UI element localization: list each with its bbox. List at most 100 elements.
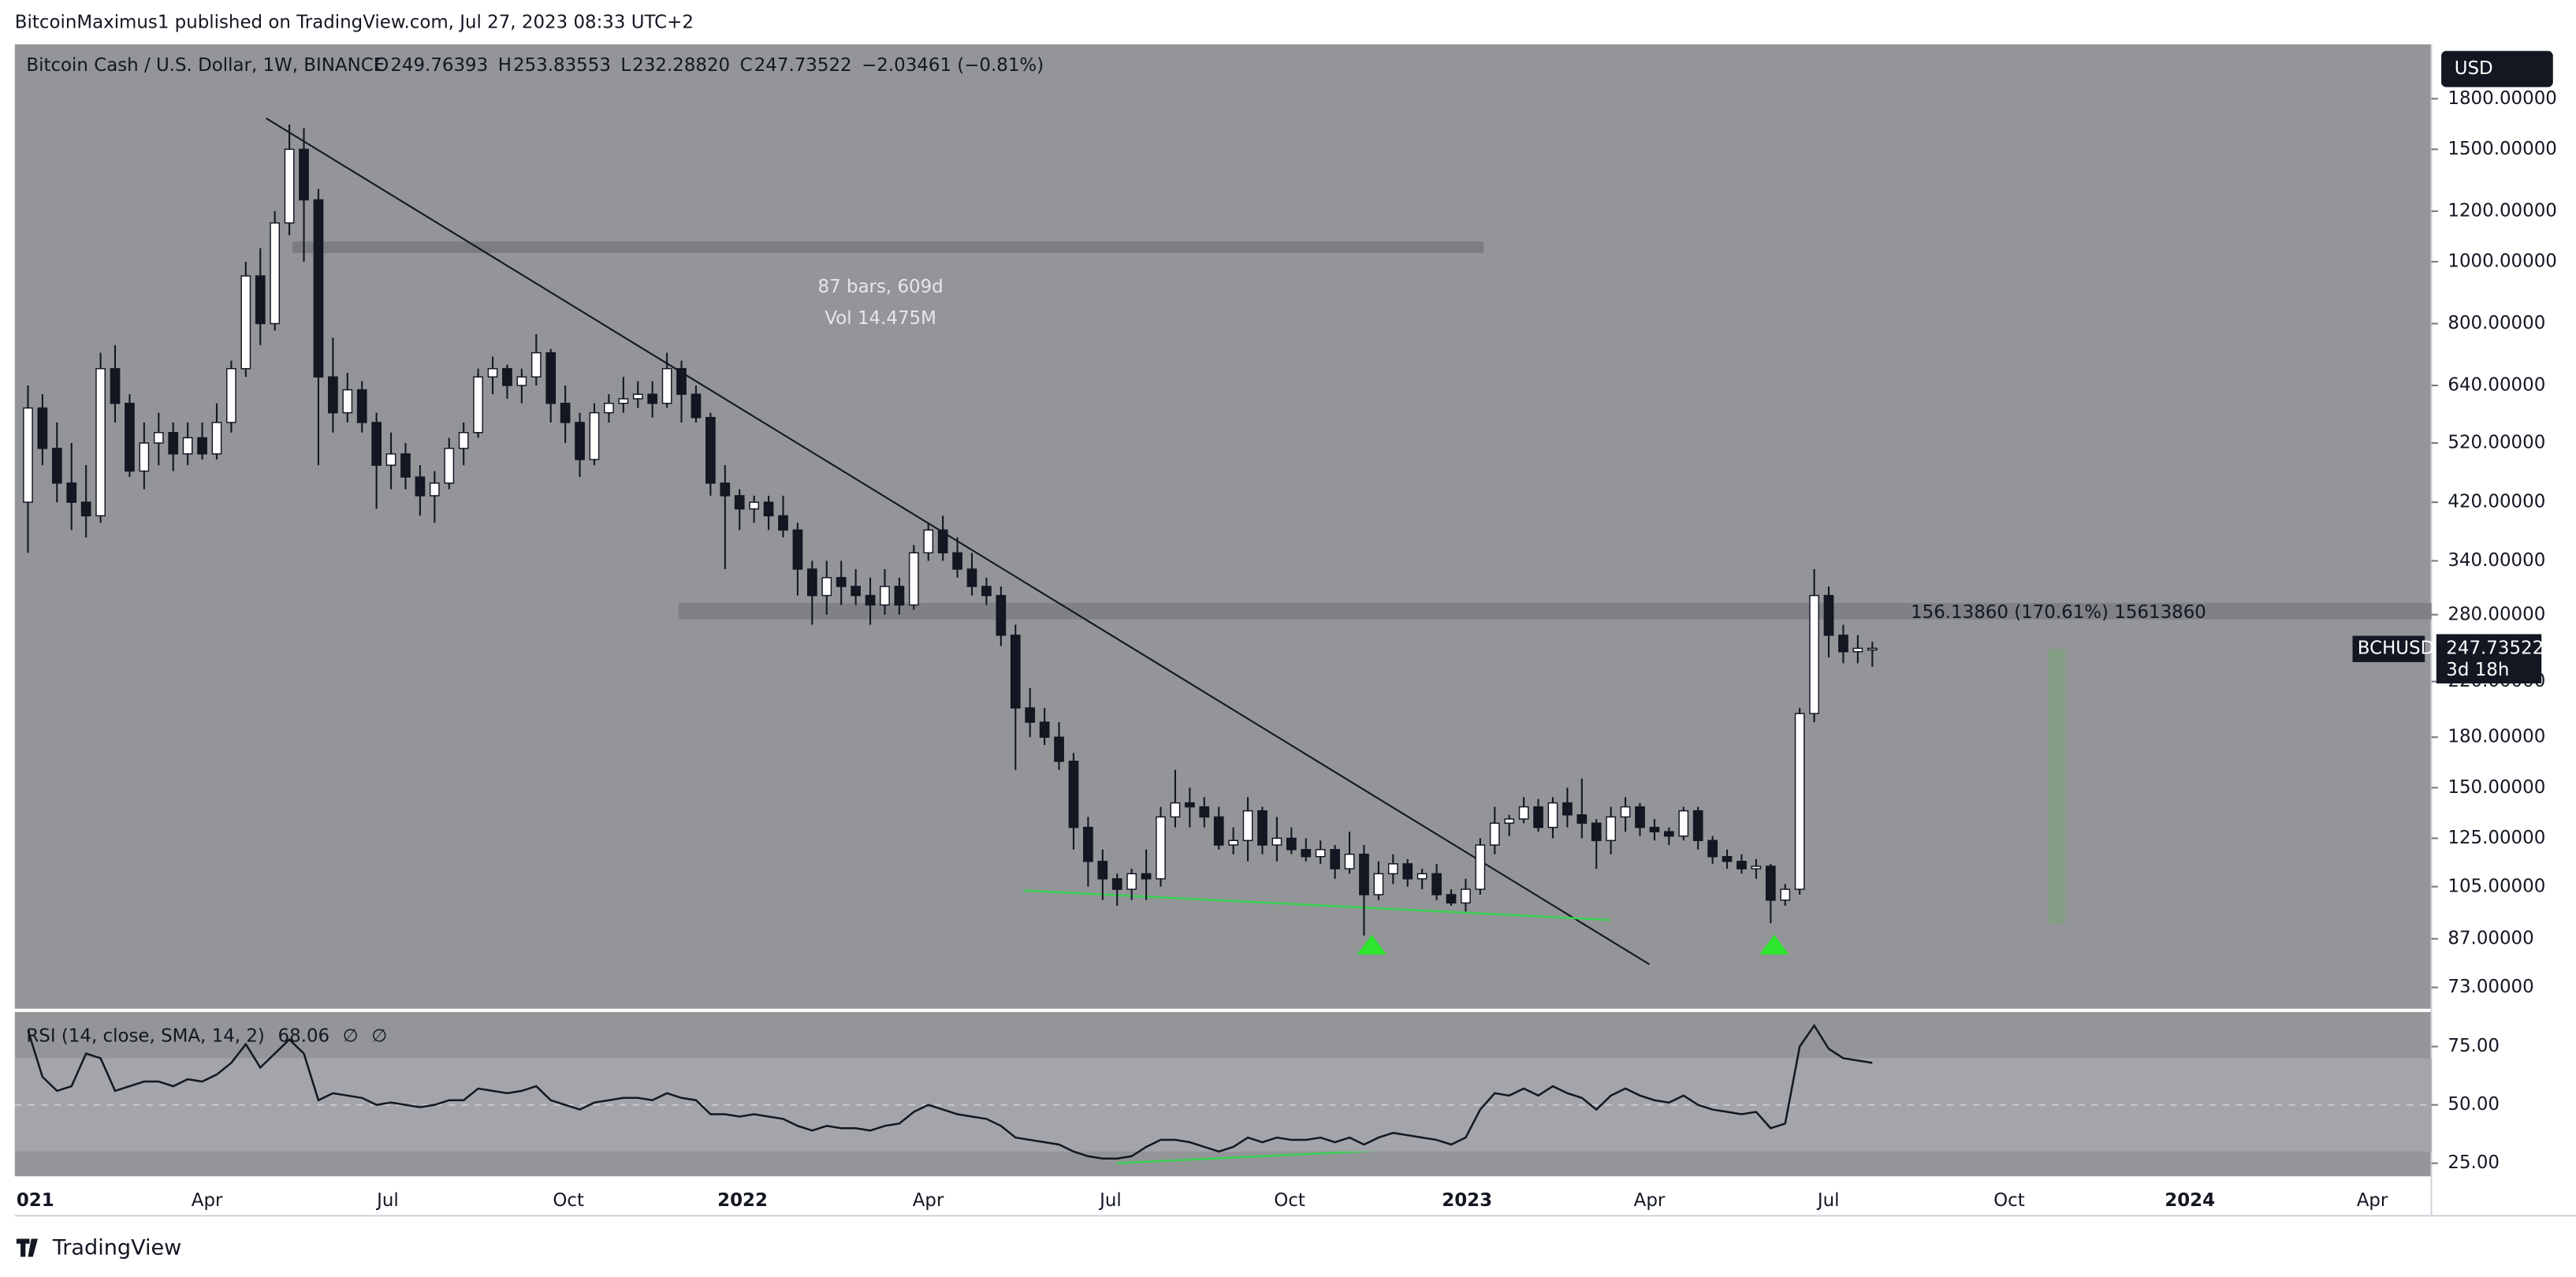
candle-body <box>1431 873 1442 895</box>
x-tick-label: Apr <box>2357 1190 2388 1211</box>
ohlc-label: L <box>620 55 631 76</box>
candle-body <box>473 376 483 434</box>
currency-label[interactable]: USD <box>2455 58 2493 79</box>
candle-body <box>1794 713 1805 890</box>
candle-body <box>1025 707 1036 723</box>
y-tick-label: 105.00000 <box>2448 876 2545 896</box>
candle-body <box>1461 888 1471 904</box>
candle-body <box>604 402 614 414</box>
candle-body <box>429 482 440 497</box>
candle-body <box>197 437 207 455</box>
rsi-title: RSI (14, close, SMA, 14, 2) <box>26 1026 264 1047</box>
candle-body <box>1387 863 1398 875</box>
footer-logo: TradingView <box>52 1235 182 1260</box>
candle-body <box>516 376 527 386</box>
candle-body <box>415 476 426 497</box>
candle-body <box>23 407 33 503</box>
candle-body <box>371 422 382 466</box>
candle-body <box>299 148 309 201</box>
y-tick-label: 420.00000 <box>2448 492 2545 512</box>
candle-body <box>226 367 236 423</box>
candle-body <box>1823 594 1834 636</box>
candle-body <box>792 529 803 570</box>
candle-body <box>1330 849 1340 869</box>
support-line <box>1023 889 1610 921</box>
y-tick-label: 125.00000 <box>2448 828 2545 848</box>
y-tick-label: 25.00 <box>2448 1152 2500 1173</box>
candle-body <box>1213 816 1224 846</box>
candle-body <box>1489 822 1500 846</box>
candle-body <box>356 389 367 423</box>
candle-body <box>966 568 977 587</box>
candle-body <box>1271 837 1282 846</box>
candle-body <box>589 411 600 460</box>
candle-body <box>996 594 1007 636</box>
candle-body <box>1141 873 1152 880</box>
marks: 1800.00000 1500.00000 1200.00000 1000.00000… <box>14 88 2557 1211</box>
x-tick-label: Jul <box>375 1190 399 1211</box>
y-tick-label: 1800.00000 <box>2448 88 2556 109</box>
candle-body <box>1620 806 1631 818</box>
candle-body <box>1547 802 1558 828</box>
candle-body <box>1068 761 1079 828</box>
candle-body <box>270 222 281 325</box>
candle-body <box>1083 826 1093 862</box>
candle-body <box>691 393 702 419</box>
candle-body <box>937 529 948 554</box>
candle-body <box>1257 810 1268 846</box>
candle-body <box>1359 853 1369 895</box>
candle-body <box>632 393 643 400</box>
candle-body <box>530 352 542 378</box>
candle-body <box>647 393 658 404</box>
candle-body <box>1562 802 1573 816</box>
ohlc-label: H <box>498 55 512 76</box>
candle-body <box>37 407 48 449</box>
candle-body <box>749 501 760 510</box>
candle-body <box>1402 863 1413 880</box>
candle-body <box>821 577 832 597</box>
y-tick-label: 150.00000 <box>2448 777 2545 798</box>
logo-icon <box>16 1238 38 1257</box>
candle-body <box>575 422 585 460</box>
candle-body <box>1765 866 1776 901</box>
symbol-tag <box>2352 635 2425 662</box>
candle-body <box>778 515 788 531</box>
candle-body <box>502 367 512 386</box>
candle-body <box>618 398 629 404</box>
x-tick-label: 021 <box>17 1190 54 1211</box>
resistance-zone <box>678 602 2432 620</box>
ohlc-value: 253.83553 <box>513 55 611 76</box>
candle-body <box>400 453 411 478</box>
y-tick-label: 1200.00000 <box>2448 200 2556 221</box>
candle-body <box>1344 853 1355 869</box>
ohlc-change: −2.03461 (−0.81%) <box>862 55 1044 76</box>
last-price: 247.73522 <box>2446 638 2544 659</box>
legend: Bitcoin Cash / U.S. Dollar, 1W, BINANCE … <box>26 55 1044 76</box>
candle-body <box>1111 878 1122 890</box>
candle-body <box>880 586 890 606</box>
candle-body <box>1156 816 1166 880</box>
candle-body <box>1126 873 1137 890</box>
y-tick-label: 75.00 <box>2448 1036 2500 1056</box>
candle-body <box>763 501 774 517</box>
candle-body <box>1504 818 1515 825</box>
candle-body <box>705 416 716 484</box>
candle-body <box>1185 802 1195 808</box>
candle-body <box>80 501 91 517</box>
y-tick-label: 87.00000 <box>2448 928 2533 948</box>
candle-body <box>1838 635 1848 653</box>
candle-body <box>836 577 847 587</box>
measure-label: 156.13860 (170.61%) 15613860 <box>1911 602 2206 623</box>
price-tag <box>2436 634 2542 684</box>
candle-body <box>676 367 687 395</box>
candle-body <box>908 552 919 606</box>
candle-body <box>1170 802 1181 818</box>
y-tick-label: 50.00 <box>2448 1094 2500 1115</box>
triangle-marker <box>1357 934 1387 955</box>
candle-body <box>1416 873 1428 880</box>
currency-button[interactable] <box>2441 50 2553 87</box>
candle-body <box>487 367 498 378</box>
candle-body <box>168 432 179 455</box>
candle-body <box>1780 888 1791 901</box>
